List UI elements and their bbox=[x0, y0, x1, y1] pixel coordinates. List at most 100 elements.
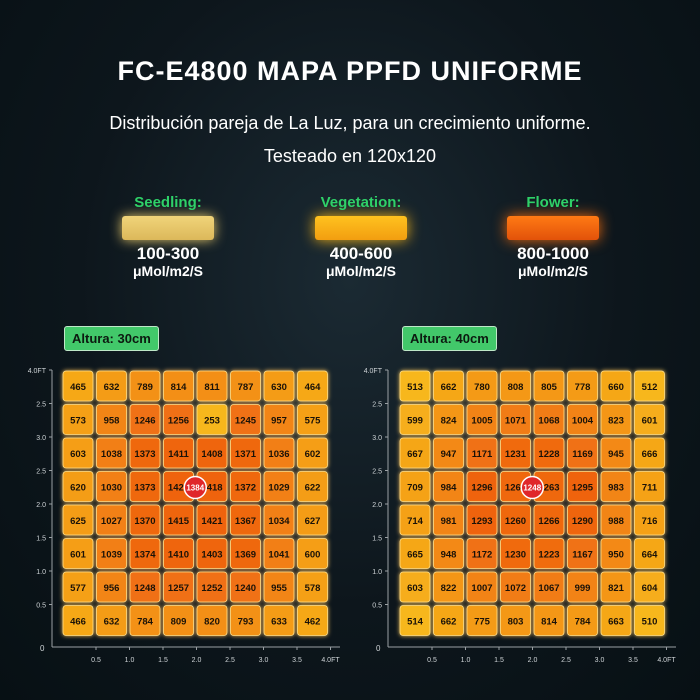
chart1-cell-value: 633 bbox=[271, 617, 287, 628]
chart1-cell bbox=[297, 404, 328, 435]
chart1-cell-value: 578 bbox=[305, 583, 321, 594]
chart1-cell bbox=[129, 404, 161, 435]
chart2-cell bbox=[399, 471, 431, 502]
chart2-cell-value: 814 bbox=[541, 617, 558, 628]
chart2-cell-value: 1004 bbox=[572, 416, 594, 427]
chart2-y-tick-label: 3.0 bbox=[372, 435, 382, 442]
chart1-cell-value: 627 bbox=[305, 516, 321, 527]
chart1-cell bbox=[196, 404, 228, 435]
chart1-cell-value: 575 bbox=[305, 416, 322, 427]
chart1-cell-value: 1248 bbox=[134, 583, 155, 594]
chart2-cell bbox=[634, 404, 665, 435]
chart1-cell-value: 1423 bbox=[168, 483, 189, 494]
chart1-cell-value: 1373 bbox=[134, 449, 155, 460]
chart1-cell bbox=[129, 370, 161, 402]
chart2-x-tick-label: 1.0 bbox=[461, 657, 471, 664]
chart2-cell bbox=[533, 437, 565, 469]
chart2-x-tick-label: 2.0 bbox=[528, 657, 538, 664]
chart1-cell-value: 789 bbox=[137, 382, 153, 393]
chart2-cell bbox=[634, 471, 665, 502]
chart2-cell-value: 1072 bbox=[505, 583, 526, 594]
chart2-cell bbox=[567, 504, 598, 536]
chart2-cell-value: 1295 bbox=[572, 483, 594, 494]
chart1-cell bbox=[96, 437, 127, 469]
chart2-cell-value: 1172 bbox=[472, 550, 493, 561]
chart1-cell bbox=[230, 370, 261, 402]
chart2-cell bbox=[567, 471, 598, 502]
chart1-cell-value: 1421 bbox=[201, 516, 223, 527]
chart1-cell-value: 1415 bbox=[168, 516, 190, 527]
chart2-cell-value: 667 bbox=[407, 449, 423, 460]
chart1-cell bbox=[263, 605, 295, 636]
chart1-peak-label: 1384 bbox=[186, 484, 204, 493]
chart2-cell-value: 665 bbox=[407, 550, 424, 561]
chart1-cell-value: 632 bbox=[104, 382, 120, 393]
chart2-y-tick-label: 4.0FT bbox=[364, 368, 383, 375]
chart1-cell-value: 1371 bbox=[235, 449, 257, 460]
chart2-cell-value: 604 bbox=[642, 583, 659, 594]
chart2-cell-value: 1005 bbox=[471, 416, 493, 427]
chart1-y-tick-label: 1.0 bbox=[36, 569, 46, 576]
chart2-cell bbox=[433, 605, 464, 636]
page-title: FC-E4800 MAPA PPFD UNIFORME bbox=[117, 56, 583, 86]
chart1-cell bbox=[230, 571, 261, 603]
chart2-cell-value: 709 bbox=[407, 483, 423, 494]
chart2-cell bbox=[634, 437, 665, 469]
chart2-cell-value: 805 bbox=[541, 382, 558, 393]
chart2-cell-value: 1223 bbox=[538, 550, 559, 561]
chart2-cell bbox=[600, 437, 632, 469]
chart2-cell bbox=[466, 404, 498, 435]
chart2-cell-value: 514 bbox=[407, 617, 424, 628]
chart1-cell-value: 622 bbox=[305, 483, 321, 494]
chart2-cell-value: 1268 bbox=[505, 483, 526, 494]
chart2-cell-value: 1296 bbox=[471, 483, 492, 494]
chart1-cell-value: 573 bbox=[70, 416, 86, 427]
chart1-cell-value: 820 bbox=[204, 617, 220, 628]
legend-vegetation: Vegetation: 400-600 μMol/m2/S bbox=[291, 194, 431, 279]
chart2-cell-value: 1171 bbox=[472, 449, 493, 460]
chart2-cell-value: 821 bbox=[608, 583, 625, 594]
chart1-y-tick-label: 3.0 bbox=[36, 435, 46, 442]
chart2-x-tick-label: 0.5 bbox=[427, 657, 437, 664]
chart1-cell bbox=[230, 504, 261, 536]
chart2-cell bbox=[500, 605, 531, 636]
chart2-cell-value: 983 bbox=[608, 483, 624, 494]
chart2-cell bbox=[533, 404, 565, 435]
chart1-cell bbox=[96, 605, 127, 636]
chart1-x-tick-label: 1.0 bbox=[125, 657, 135, 664]
chart1-cell-value: 602 bbox=[305, 449, 321, 460]
chart1-x-tick-label: 2.5 bbox=[225, 657, 235, 664]
chart1-cell-value: 1038 bbox=[101, 449, 122, 460]
chart1-cell-value: 466 bbox=[70, 617, 86, 628]
chart2-cell bbox=[600, 471, 632, 502]
chart1-cell bbox=[196, 370, 228, 402]
chart1-cell-value: 955 bbox=[271, 583, 288, 594]
height-badge-30cm: Altura: 30cm bbox=[64, 326, 159, 351]
chart2-cell bbox=[500, 504, 531, 536]
chart2-cell-value: 1228 bbox=[538, 449, 559, 460]
chart1-cell bbox=[62, 404, 94, 435]
chart1-cell-value: 1027 bbox=[101, 516, 122, 527]
chart1-cell bbox=[163, 571, 194, 603]
chart2-cell-value: 780 bbox=[474, 382, 490, 393]
chart1-cell-value: 814 bbox=[171, 382, 188, 393]
legend-flower-range: 800-1000 bbox=[517, 244, 589, 263]
chart2-cell bbox=[600, 504, 632, 536]
chart2-cell bbox=[399, 605, 431, 636]
chart1-cell bbox=[196, 605, 228, 636]
legend-vegetation-unit: μMol/m2/S bbox=[325, 263, 397, 279]
chart1-cell bbox=[62, 605, 94, 636]
chart2-cell bbox=[466, 571, 498, 603]
chart2-cell bbox=[399, 571, 431, 603]
chart1-cell bbox=[263, 370, 295, 402]
legend-flower-unit: μMol/m2/S bbox=[517, 263, 589, 279]
chart1-cell bbox=[129, 504, 161, 536]
chart2-cell-value: 778 bbox=[575, 382, 591, 393]
chart1-x-tick-label: 1.5 bbox=[158, 657, 168, 664]
chart1-cell-value: 787 bbox=[238, 382, 254, 393]
chart1-cell-value: 464 bbox=[305, 382, 322, 393]
chart1-x-tick-label: 2.0 bbox=[192, 657, 202, 664]
chart2-cell bbox=[500, 404, 531, 435]
chart1-cell bbox=[230, 538, 261, 569]
chart2-cell bbox=[466, 437, 498, 469]
